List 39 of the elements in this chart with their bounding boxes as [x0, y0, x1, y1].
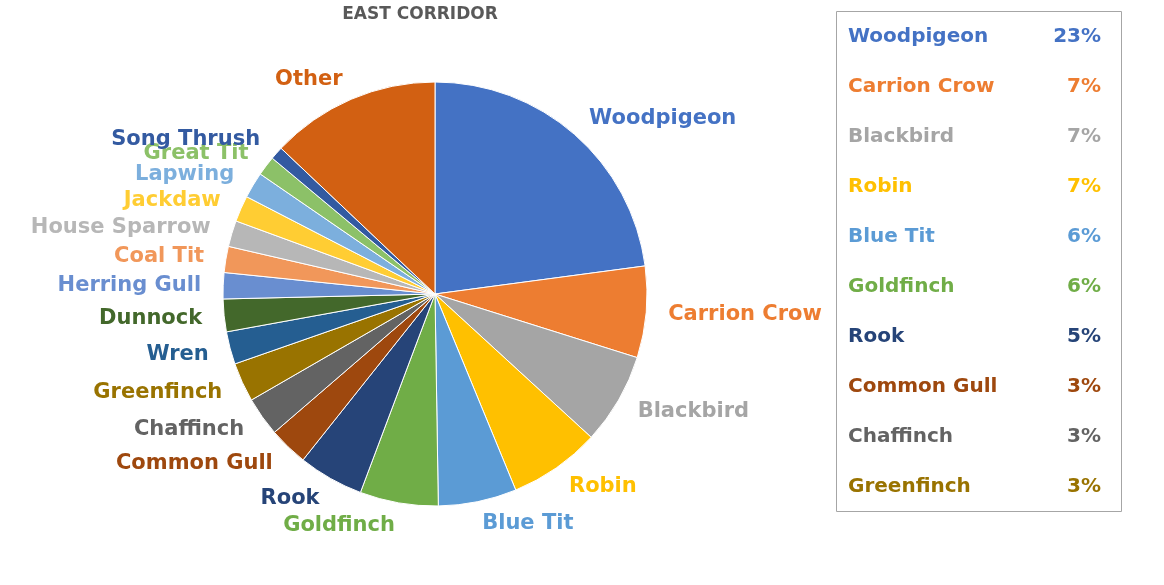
category-label: Robin [848, 173, 913, 197]
text: 3% [1067, 373, 1101, 397]
category-label: Blue Tit [848, 223, 935, 247]
text: 3% [1067, 473, 1101, 497]
category-label: Chaffinch [848, 423, 954, 447]
text: 7% [1067, 123, 1101, 147]
text: 6% [1067, 273, 1101, 297]
slice-label: Herring Gull [57, 271, 202, 296]
slice-label: Common Gull [115, 449, 273, 474]
slice-label: Jackdaw [121, 186, 221, 211]
slice-label: Greenfinch [93, 378, 223, 403]
category-label: Rook [848, 323, 905, 347]
slice-label: Wren [146, 340, 209, 365]
slice-label: Woodpigeon [589, 104, 737, 129]
category-label: Common Gull [848, 373, 998, 397]
text: 5% [1067, 323, 1101, 347]
category-label: Goldfinch [848, 273, 955, 297]
category-label: Carrion Crow [848, 73, 995, 97]
text: 7% [1067, 73, 1101, 97]
slice-label: Blue Tit [482, 510, 574, 535]
slice-label: Chaffinch [133, 416, 245, 441]
chart-title: EAST CORRIDOR [342, 3, 498, 23]
text: 7% [1067, 173, 1101, 197]
slice-label: Carrion Crow [668, 301, 822, 326]
slice-label: Blackbird [637, 398, 750, 422]
slice-label: Other [275, 66, 344, 91]
slice-label: Robin [568, 472, 637, 497]
category-label: Greenfinch [848, 473, 971, 497]
slice-label: Goldfinch [283, 511, 395, 536]
slice-label: Lapwing [135, 160, 235, 185]
slice-label: House Sparrow [30, 214, 211, 239]
slice-label: Dunnock [99, 304, 204, 329]
slice-label: Coal Tit [114, 242, 205, 267]
text: 23% [1053, 23, 1101, 47]
text: 3% [1067, 423, 1101, 447]
text: 6% [1067, 223, 1101, 247]
category-label: Woodpigeon [848, 23, 989, 47]
slice-label: Rook [260, 484, 321, 509]
category-label: Blackbird [848, 123, 955, 147]
